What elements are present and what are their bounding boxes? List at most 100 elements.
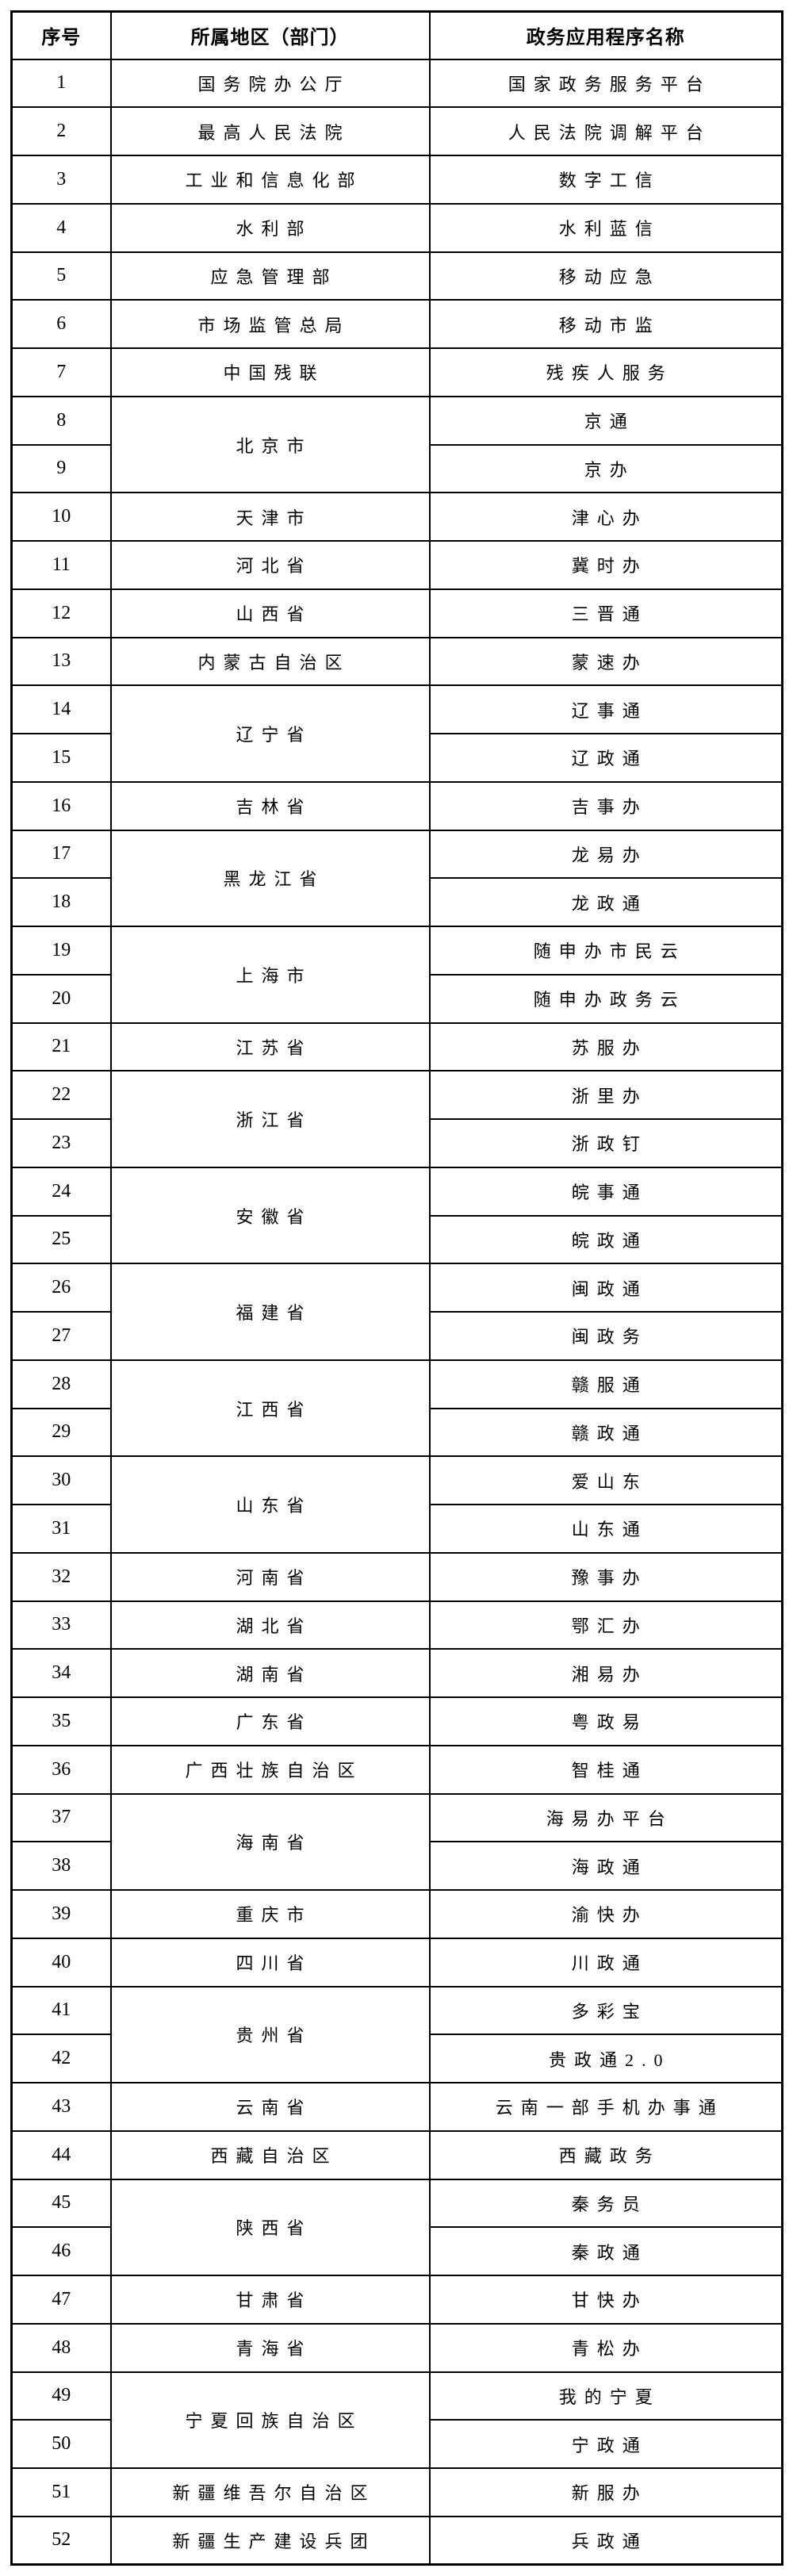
app-name-cell: 多彩宝 [428, 1985, 783, 2036]
serial-number-cell: 45 [10, 2178, 112, 2229]
region-department-cell: 黑龙江省 [109, 829, 431, 927]
table-row: 37 海南省 海易办平台 [10, 1792, 783, 1891]
table-row: 43 云南省 云南一部手机办事通 [10, 2082, 783, 2132]
table-row: 17 黑龙江省 龙易办 [10, 829, 783, 927]
table-row: 1 国务院办公厅 国家政务服务平台 [10, 58, 783, 109]
serial-number-cell: 25 [10, 1214, 112, 1265]
region-department-cell: 河南省 [109, 1551, 431, 1602]
app-name-cell: 随申办政务云 [428, 973, 783, 1024]
app-name-cell: 移动应急 [428, 251, 783, 301]
table-row: 18 龙政通 [10, 877, 783, 927]
region-department-cell: 最高人民法院 [109, 106, 431, 156]
serial-number-cell: 36 [10, 1744, 112, 1795]
serial-number-cell: 23 [10, 1118, 112, 1168]
app-name-cell: 冀时办 [428, 540, 783, 590]
table-row: 19 上海市 随申办市民云 [10, 926, 783, 1024]
serial-number-cell: 20 [10, 973, 112, 1024]
region-department-cell: 应急管理部 [109, 251, 431, 301]
region-department-cell: 湖北省 [109, 1600, 431, 1650]
table-row: 7 中国残联 残疾人服务 [10, 347, 783, 397]
serial-number-cell: 43 [10, 2082, 112, 2132]
region-department-cell: 天津市 [109, 492, 431, 542]
header-row: 序号 所属地区（部门） 政务应用程序名称 [10, 10, 783, 60]
table-row: 51 新疆维吾尔自治区 新服办 [10, 2467, 783, 2517]
app-name-cell: 辽事通 [428, 684, 783, 734]
app-name-cell: 秦政通 [428, 2226, 783, 2276]
table-row: 13 内蒙古自治区 蒙速办 [10, 636, 783, 687]
table-row: 52 新疆生产建设兵团 兵政通 [10, 2515, 783, 2566]
table-row: 40 四川省 川政通 [10, 1937, 783, 1988]
region-department-cell: 海南省 [109, 1792, 431, 1891]
table-row: 5 应急管理部 移动应急 [10, 251, 783, 301]
serial-number-cell: 32 [10, 1551, 112, 1602]
region-department-cell: 福建省 [109, 1263, 431, 1361]
table-row: 8 北京市 京通 [10, 395, 783, 494]
serial-number-cell: 14 [10, 684, 112, 734]
region-department-cell: 广西壮族自治区 [109, 1744, 431, 1795]
table-row: 11 河北省 冀时办 [10, 540, 783, 590]
serial-number-cell: 39 [10, 1889, 112, 1939]
table-body: 1 国务院办公厅 国家政务服务平台 2 最高人民法院 人民法院调解平台 3 工业和信息化部 数字… [10, 58, 783, 2566]
region-department-cell: 北京市 [109, 395, 431, 494]
app-name-cell: 兵政通 [428, 2515, 783, 2566]
region-department-cell: 内蒙古自治区 [109, 636, 431, 687]
serial-number-cell: 46 [10, 2226, 112, 2276]
region-department-cell: 上海市 [109, 926, 431, 1024]
serial-number-cell: 44 [10, 2129, 112, 2180]
region-department-cell: 山东省 [109, 1455, 431, 1554]
app-name-cell: 随申办市民云 [428, 926, 783, 976]
serial-number-cell: 15 [10, 733, 112, 783]
serial-number-cell: 49 [10, 2371, 112, 2421]
table-row: 30 山东省 爱山东 [10, 1455, 783, 1554]
app-name-cell: 津心办 [428, 492, 783, 542]
region-department-cell: 陕西省 [109, 2178, 431, 2276]
table-row: 41 贵州省 多彩宝 [10, 1985, 783, 2083]
app-name-cell: 三晋通 [428, 588, 783, 638]
table-row: 20 随申办政务云 [10, 973, 783, 1024]
region-department-cell: 云南省 [109, 2082, 431, 2132]
table-row: 47 甘肃省 甘快办 [10, 2275, 783, 2325]
app-name-cell: 京通 [428, 395, 783, 446]
serial-number-cell: 47 [10, 2275, 112, 2325]
serial-number-cell: 7 [10, 347, 112, 397]
app-name-cell: 新服办 [428, 2467, 783, 2517]
serial-number-cell: 27 [10, 1311, 112, 1361]
serial-number-cell: 6 [10, 299, 112, 349]
region-department-cell: 江西省 [109, 1359, 431, 1458]
app-name-cell: 我的宁夏 [428, 2371, 783, 2421]
serial-number-cell: 21 [10, 1022, 112, 1072]
table-row: 9 京办 [10, 443, 783, 494]
serial-number-cell: 22 [10, 1070, 112, 1120]
region-department-cell: 重庆市 [109, 1889, 431, 1939]
table-row: 35 广东省 粤政易 [10, 1696, 783, 1746]
serial-number-cell: 24 [10, 1166, 112, 1217]
region-department-cell: 国务院办公厅 [109, 58, 431, 109]
region-department-cell: 水利部 [109, 202, 431, 253]
app-name-cell: 云南一部手机办事通 [428, 2082, 783, 2132]
region-department-cell: 西藏自治区 [109, 2129, 431, 2180]
app-name-cell: 人民法院调解平台 [428, 106, 783, 156]
serial-number-cell: 17 [10, 829, 112, 880]
app-name-cell: 川政通 [428, 1937, 783, 1988]
gov-apps-table-container: 序号 所属地区（部门） 政务应用程序名称 1 国务院办公厅 国家政务服务平台 2 最高人… [10, 10, 783, 2566]
serial-number-cell: 37 [10, 1792, 112, 1843]
table-row: 38 海政通 [10, 1841, 783, 1891]
serial-number-cell: 1 [10, 58, 112, 109]
table-row: 10 天津市 津心办 [10, 492, 783, 542]
app-name-cell: 青松办 [428, 2322, 783, 2373]
app-name-cell: 闽政通 [428, 1263, 783, 1313]
serial-number-cell: 38 [10, 1841, 112, 1891]
header-region-department: 所属地区（部门） [109, 10, 431, 60]
serial-number-cell: 51 [10, 2467, 112, 2517]
app-name-cell: 西藏政务 [428, 2129, 783, 2180]
serial-number-cell: 42 [10, 2034, 112, 2083]
serial-number-cell: 4 [10, 202, 112, 253]
region-department-cell: 浙江省 [109, 1070, 431, 1168]
serial-number-cell: 28 [10, 1359, 112, 1409]
region-department-cell: 新疆生产建设兵团 [109, 2515, 431, 2566]
app-name-cell: 浙里办 [428, 1070, 783, 1120]
serial-number-cell: 30 [10, 1455, 112, 1505]
app-name-cell: 京办 [428, 443, 783, 494]
serial-number-cell: 10 [10, 492, 112, 542]
region-department-cell: 河北省 [109, 540, 431, 590]
